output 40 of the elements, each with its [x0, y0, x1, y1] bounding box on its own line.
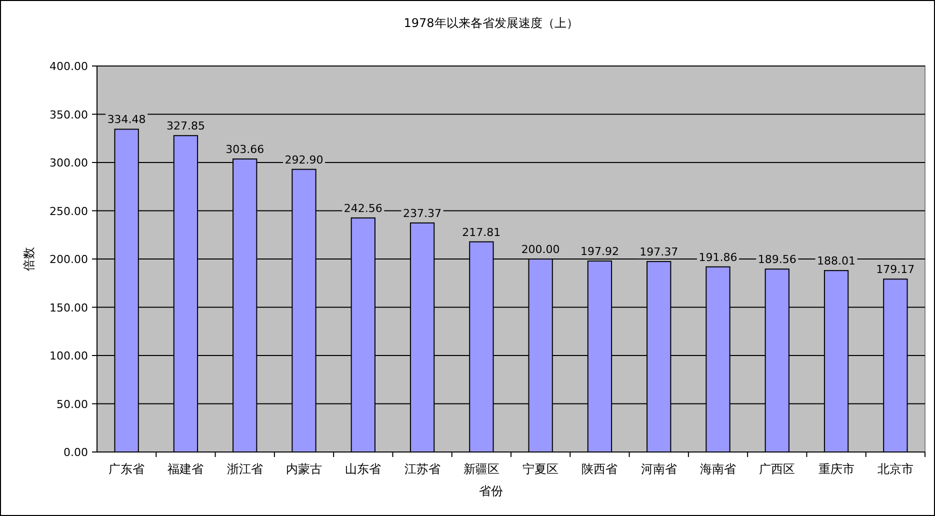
- x-tick-label: 江苏省: [404, 462, 440, 476]
- x-tick-label: 河南省: [640, 462, 677, 476]
- data-label: 292.90: [284, 153, 324, 166]
- y-tick-label: 300.00: [50, 156, 88, 170]
- y-tick-label: 400.00: [50, 60, 88, 73]
- y-tick-label: 250.00: [50, 204, 88, 218]
- y-tick-label: 350.00: [50, 108, 88, 122]
- data-label: 191.86: [698, 250, 738, 264]
- x-tick-label: 重庆市: [818, 462, 854, 476]
- x-tick-label: 新疆区: [463, 462, 500, 476]
- data-label: 197.37: [640, 246, 678, 259]
- data-label: 188.01: [817, 254, 856, 268]
- y-tick-label: 200.00: [50, 253, 88, 266]
- data-label: 334.48: [107, 113, 146, 126]
- x-tick-label: 广西区: [759, 462, 796, 476]
- x-axis-title: 省份: [479, 484, 503, 498]
- y-axis-title: 倍数: [22, 247, 36, 271]
- data-label: 179.17: [876, 263, 915, 276]
- chart-title: 1978年以来各省发展速度（上）: [404, 16, 578, 30]
- x-tick-label: 内蒙古: [286, 462, 322, 476]
- y-tick-label: 50.00: [56, 398, 88, 411]
- x-tick-label: 北京市: [877, 462, 914, 476]
- x-tick-label: 陕西省: [582, 462, 618, 476]
- data-label: 217.81: [462, 226, 501, 239]
- data-label: 237.37: [403, 206, 442, 220]
- data-label: 189.56: [758, 253, 796, 266]
- y-tick-label: 0.00: [64, 446, 88, 459]
- data-label: 242.56: [344, 202, 382, 215]
- x-tick-label: 广东省: [108, 462, 145, 476]
- data-label: 303.66: [226, 142, 264, 156]
- x-tick-label: 浙江省: [226, 462, 263, 476]
- x-tick-label: 山东省: [345, 462, 382, 476]
- y-tick-label: 150.00: [50, 301, 88, 314]
- y-tick-label: 100.00: [50, 350, 88, 362]
- x-tick-label: 宁夏区: [522, 462, 559, 476]
- data-label: 200.00: [521, 243, 560, 256]
- data-label: 327.85: [166, 120, 205, 133]
- x-tick-label: 海南省: [700, 462, 736, 476]
- x-tick-label: 福建省: [168, 462, 204, 476]
- data-label: 197.92: [580, 245, 619, 258]
